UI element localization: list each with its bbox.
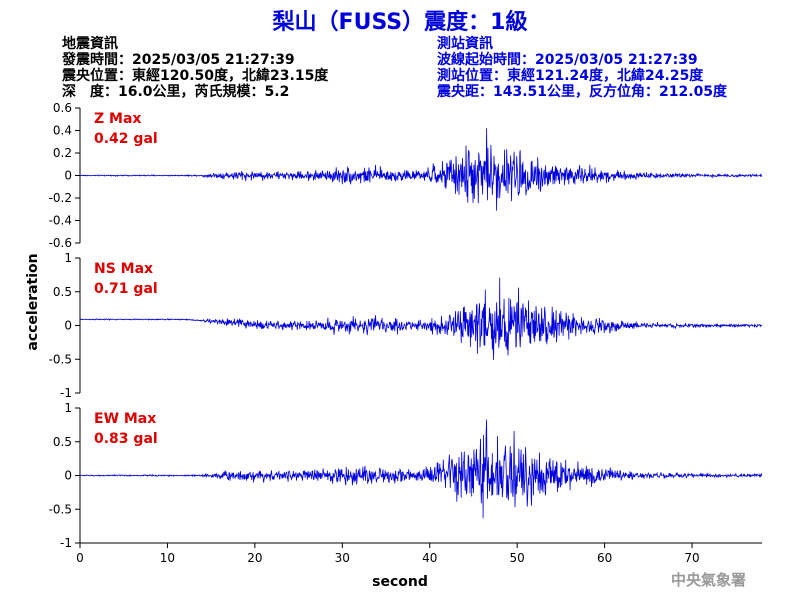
- y-tick-label: -0.5: [49, 352, 72, 366]
- x-axis-label: second: [372, 574, 428, 590]
- y-tick-label: 0.5: [53, 285, 72, 299]
- y-tick-label: 0.5: [53, 435, 72, 449]
- agency-credit: 中央氣象署: [670, 571, 746, 589]
- quake-depth-magnitude: 深 度：16.0公里，芮氏規模：5.2: [62, 84, 290, 100]
- station-info-panel: 測站資訊 波線起始時間：2025/03/05 21:27:39 測站位置：東經1…: [437, 36, 727, 100]
- y-tick-label: 0: [64, 169, 72, 183]
- x-tick-label: 40: [422, 551, 437, 565]
- y-tick-label: 0.4: [53, 124, 72, 138]
- max-value-ew: 0.83 gal: [94, 431, 158, 447]
- y-tick-label: -0.5: [49, 502, 72, 516]
- y-axis-label: acceleration: [25, 253, 41, 350]
- y-tick-label: -0.4: [49, 214, 72, 228]
- station-wave-start: 波線起始時間：2025/03/05 21:27:39: [437, 52, 698, 68]
- y-tick-label: -1: [60, 536, 72, 550]
- quake-info-heading: 地震資訊: [62, 36, 118, 52]
- max-value-z: 0.42 gal: [94, 131, 158, 147]
- quake-origin-time: 發震時間：2025/03/05 21:27:39: [62, 52, 295, 68]
- max-value-ns: 0.71 gal: [94, 281, 158, 297]
- quake-info-panel: 地震資訊 發震時間：2025/03/05 21:27:39 震央位置：東經120…: [62, 36, 328, 100]
- station-location: 測站位置：東經121.24度，北緯24.25度: [437, 68, 704, 84]
- y-tick-label: 0.2: [53, 146, 72, 160]
- x-tick-label: 30: [335, 551, 350, 565]
- y-tick-label: 1: [64, 401, 72, 415]
- y-tick-label: 0: [64, 319, 72, 333]
- quake-epicenter: 震央位置：東經120.50度，北緯23.15度: [62, 68, 329, 84]
- waveform-ew: [79, 419, 763, 519]
- max-label-ew: EW Max: [94, 411, 156, 427]
- x-tick-label: 70: [684, 551, 699, 565]
- waveform-z: [79, 128, 763, 211]
- y-tick-label: -0.6: [49, 236, 72, 250]
- waveform-ns: [79, 277, 763, 360]
- x-tick-label: 20: [247, 551, 262, 565]
- y-tick-label: 0.6: [53, 101, 72, 115]
- y-tick-label: -0.2: [49, 191, 72, 205]
- station-info-heading: 測站資訊: [437, 36, 493, 52]
- y-tick-label: 0: [64, 469, 72, 483]
- max-label-z: Z Max: [94, 111, 141, 127]
- y-tick-label: 1: [64, 251, 72, 265]
- y-tick-label: -1: [60, 386, 72, 400]
- x-tick-label: 0: [76, 551, 84, 565]
- x-tick-label: 50: [510, 551, 525, 565]
- chart-title: 梨山（FUSS）震度：1級: [272, 10, 528, 35]
- x-tick-label: 60: [597, 551, 612, 565]
- max-label-ns: NS Max: [94, 261, 153, 277]
- x-tick-label: 10: [160, 551, 175, 565]
- station-distance: 震央距：143.51公里，反方位角：212.05度: [437, 84, 728, 100]
